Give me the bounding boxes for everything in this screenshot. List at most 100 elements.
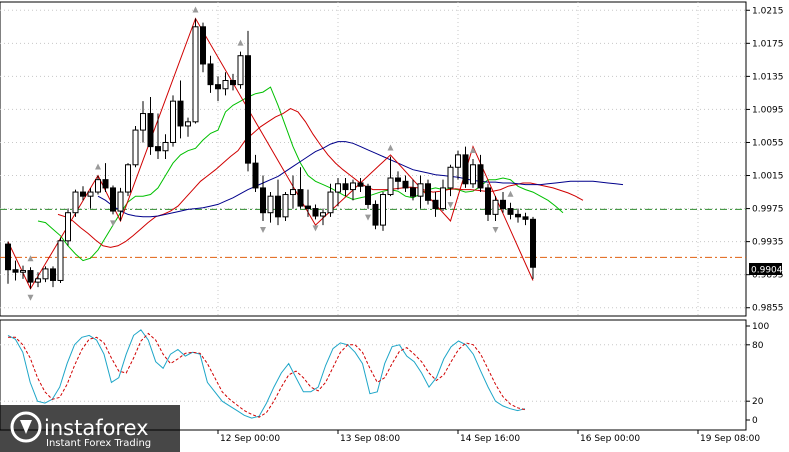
candle xyxy=(410,179,416,201)
candle-body-down xyxy=(80,191,86,197)
candle-body-down xyxy=(27,270,34,283)
candle-body-up xyxy=(417,183,424,197)
time-axis: 12 Sep 00:00 13 Sep 08:00 14 Sep 16:00 16 S… xyxy=(217,430,760,444)
candle xyxy=(350,179,356,201)
candle-body-down xyxy=(432,199,439,210)
fractal-down-marker xyxy=(492,226,499,233)
brand-name: instaforex xyxy=(44,416,149,440)
candle xyxy=(320,208,326,226)
candle xyxy=(162,134,169,159)
candle-body-up xyxy=(282,194,289,218)
candle-body-up xyxy=(125,164,131,193)
candlesticks xyxy=(5,18,536,289)
candle xyxy=(380,192,386,231)
candle-body-up xyxy=(387,177,394,196)
candle-body-down xyxy=(477,164,484,189)
candle-body-up xyxy=(35,278,41,283)
candle xyxy=(222,72,229,96)
candle xyxy=(305,189,311,217)
candle xyxy=(387,156,394,197)
candle xyxy=(395,171,401,190)
candle-body-up xyxy=(95,179,101,193)
stoch-tick-label: 20 xyxy=(752,397,764,407)
candle xyxy=(267,192,274,223)
candle-body-up xyxy=(222,80,229,90)
candle xyxy=(372,200,379,230)
candle xyxy=(125,163,131,197)
stoch-tick-label: 0 xyxy=(752,416,758,426)
candle xyxy=(357,178,364,193)
candle-body-down xyxy=(207,63,214,86)
price-tick-label: 0.9895 xyxy=(752,271,784,281)
candle xyxy=(5,241,11,284)
candle-body-down xyxy=(50,268,56,281)
candle xyxy=(140,101,146,143)
stoch-tick-label: 80 xyxy=(752,341,764,351)
fractal-up-marker xyxy=(507,190,514,197)
candle-body-down xyxy=(252,162,259,189)
candle xyxy=(312,204,319,220)
candle-body-down xyxy=(515,213,521,218)
candle xyxy=(522,212,529,226)
candle-body-up xyxy=(237,55,244,86)
time-tick-label: 13 Sep 08:00 xyxy=(340,434,400,444)
candle-body-up xyxy=(440,187,446,210)
candle-body-down xyxy=(110,187,116,212)
logo-icon xyxy=(10,411,42,443)
candle xyxy=(80,186,86,201)
candle-body-up xyxy=(455,154,461,168)
candle xyxy=(275,179,281,226)
candle-body-up xyxy=(335,183,341,193)
price-axis: 1.0215 1.0175 1.0135 1.0095 1.0055 1.0015 0.99… xyxy=(746,6,784,314)
candle-body-down xyxy=(12,269,19,273)
candle xyxy=(327,183,334,217)
candle-body-up xyxy=(185,121,191,127)
price-tick-label: 1.0215 xyxy=(752,6,784,16)
candle-body-down xyxy=(410,187,416,197)
candle-body-down xyxy=(500,199,506,210)
candle xyxy=(57,237,64,283)
candle-body-down xyxy=(5,243,11,271)
fractal-down-marker xyxy=(27,294,34,301)
candle xyxy=(245,30,251,172)
candle-body-down xyxy=(102,179,109,189)
candle-body-up xyxy=(380,194,386,226)
candle xyxy=(282,192,289,221)
candle xyxy=(147,97,154,155)
candle-body-down xyxy=(215,84,221,90)
stochastic-oscillator xyxy=(0,329,746,419)
candle xyxy=(425,179,431,205)
zigzag-line xyxy=(7,17,534,290)
candle-body-up xyxy=(492,199,499,215)
candle xyxy=(72,189,79,217)
candle-body-down xyxy=(402,180,409,189)
stoch-signal-line xyxy=(8,332,526,418)
candle-body-down xyxy=(507,208,514,215)
candle-body-down xyxy=(425,183,431,201)
candle xyxy=(470,159,476,188)
candle xyxy=(237,51,244,89)
candle xyxy=(192,18,199,124)
candle-body-down xyxy=(260,187,266,214)
candle-body-up xyxy=(350,182,356,191)
candle-body-down xyxy=(522,216,529,220)
fractal-markers xyxy=(27,6,514,301)
candle xyxy=(132,125,139,168)
ma-navy-line xyxy=(97,141,624,218)
candle-body-down xyxy=(342,183,349,191)
stochastic-axis: 100 80 20 0 xyxy=(746,322,769,426)
candle xyxy=(335,178,341,207)
candle xyxy=(102,163,109,193)
candle xyxy=(87,187,94,209)
candle xyxy=(455,150,461,180)
candle-body-up xyxy=(320,212,326,217)
candle xyxy=(492,196,499,221)
fractal-up-marker xyxy=(95,163,101,170)
candle-body-up xyxy=(327,191,334,214)
candle xyxy=(432,192,439,217)
candle xyxy=(447,164,454,197)
ma-green-line xyxy=(37,86,564,262)
candle-body-down xyxy=(297,189,304,207)
price-tick-label: 1.0015 xyxy=(752,172,784,182)
